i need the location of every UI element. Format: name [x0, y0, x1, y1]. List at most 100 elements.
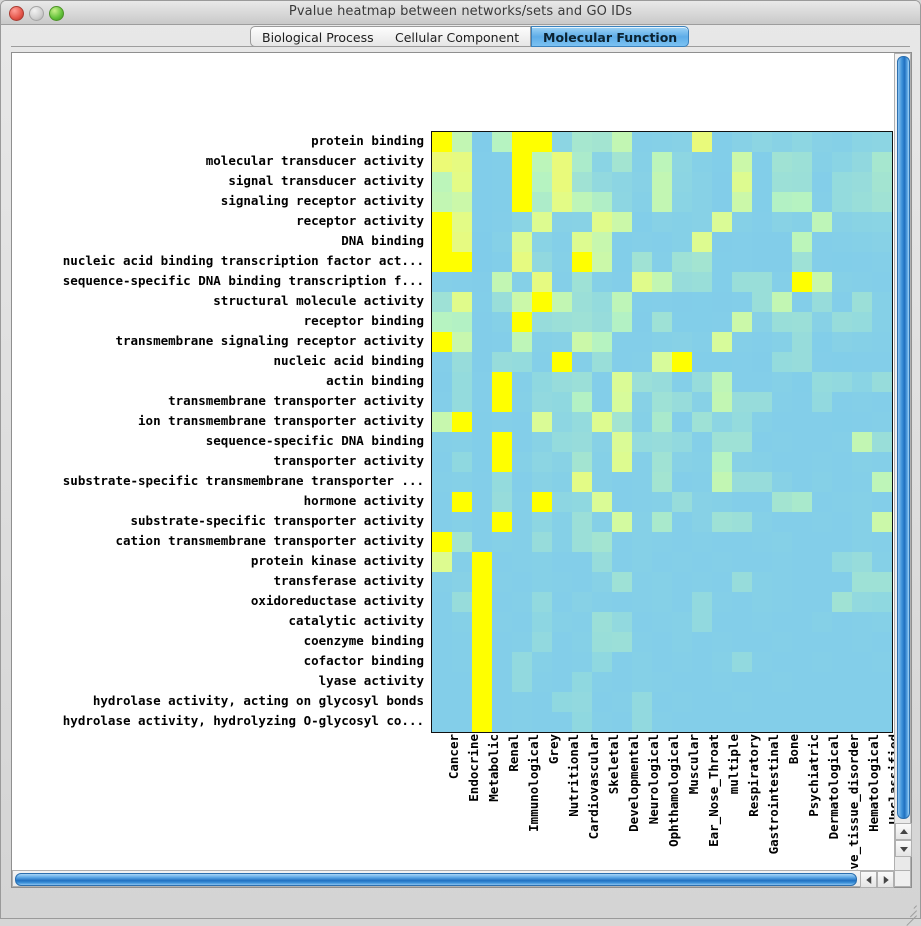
heatmap-cell[interactable]	[552, 232, 572, 252]
heatmap-cell[interactable]	[632, 312, 652, 332]
heatmap-cell[interactable]	[492, 232, 512, 252]
heatmap-cell[interactable]	[492, 192, 512, 212]
heatmap-cell[interactable]	[452, 432, 472, 452]
heatmap-cell[interactable]	[472, 172, 492, 192]
heatmap-cell[interactable]	[812, 432, 832, 452]
heatmap-cell[interactable]	[812, 292, 832, 312]
heatmap-cell[interactable]	[492, 132, 512, 152]
heatmap-cell[interactable]	[572, 712, 592, 732]
heatmap-cell[interactable]	[732, 352, 752, 372]
heatmap-cell[interactable]	[592, 532, 612, 552]
heatmap-cell[interactable]	[752, 572, 772, 592]
resize-grip-icon[interactable]	[901, 902, 917, 926]
heatmap-cell[interactable]	[732, 432, 752, 452]
heatmap-cell[interactable]	[492, 432, 512, 452]
heatmap-cell[interactable]	[572, 612, 592, 632]
heatmap-cell[interactable]	[852, 212, 872, 232]
heatmap-cell[interactable]	[452, 252, 472, 272]
heatmap-cell[interactable]	[692, 712, 712, 732]
heatmap-cell[interactable]	[512, 332, 532, 352]
heatmap-cell[interactable]	[792, 332, 812, 352]
heatmap-cell[interactable]	[472, 392, 492, 412]
heatmap-cell[interactable]	[552, 132, 572, 152]
heatmap-cell[interactable]	[492, 492, 512, 512]
heatmap-cell[interactable]	[452, 352, 472, 372]
heatmap-cell[interactable]	[692, 372, 712, 392]
heatmap-cell[interactable]	[812, 532, 832, 552]
heatmap-cell[interactable]	[772, 372, 792, 392]
heatmap-cell[interactable]	[532, 252, 552, 272]
heatmap-cell[interactable]	[652, 612, 672, 632]
heatmap-cell[interactable]	[632, 372, 652, 392]
heatmap-cell[interactable]	[452, 332, 472, 352]
heatmap-cell[interactable]	[592, 552, 612, 572]
heatmap-cell[interactable]	[452, 172, 472, 192]
heatmap-cell[interactable]	[472, 552, 492, 572]
heatmap-cell[interactable]	[592, 492, 612, 512]
heatmap-cell[interactable]	[632, 652, 652, 672]
heatmap-cell[interactable]	[752, 532, 772, 552]
heatmap-cell[interactable]	[492, 332, 512, 352]
heatmap-cell[interactable]	[592, 612, 612, 632]
heatmap-cell[interactable]	[832, 152, 852, 172]
heatmap-cell[interactable]	[772, 432, 792, 452]
heatmap-cell[interactable]	[772, 392, 792, 412]
heatmap-cell[interactable]	[612, 652, 632, 672]
heatmap-cell[interactable]	[712, 232, 732, 252]
heatmap-cell[interactable]	[552, 192, 572, 212]
heatmap-cell[interactable]	[552, 452, 572, 472]
heatmap-cell[interactable]	[572, 132, 592, 152]
heatmap-cell[interactable]	[632, 632, 652, 652]
heatmap-cell[interactable]	[772, 672, 792, 692]
heatmap-cell[interactable]	[592, 312, 612, 332]
zoom-icon[interactable]	[49, 6, 64, 21]
heatmap-cell[interactable]	[472, 212, 492, 232]
heatmap-cell[interactable]	[552, 532, 572, 552]
heatmap-cell[interactable]	[632, 472, 652, 492]
heatmap-cell[interactable]	[832, 312, 852, 332]
heatmap-cell[interactable]	[552, 432, 572, 452]
heatmap-cell[interactable]	[852, 132, 872, 152]
heatmap-cell[interactable]	[632, 272, 652, 292]
heatmap-cell[interactable]	[592, 212, 612, 232]
heatmap-cell[interactable]	[732, 452, 752, 472]
heatmap-cell[interactable]	[692, 432, 712, 452]
heatmap-cell[interactable]	[692, 632, 712, 652]
heatmap-cell[interactable]	[632, 532, 652, 552]
heatmap-cell[interactable]	[672, 532, 692, 552]
heatmap-cell[interactable]	[712, 372, 732, 392]
heatmap-cell[interactable]	[652, 312, 672, 332]
heatmap-cell[interactable]	[792, 192, 812, 212]
heatmap-cell[interactable]	[812, 572, 832, 592]
heatmap-cell[interactable]	[452, 452, 472, 472]
heatmap-cell[interactable]	[452, 492, 472, 512]
heatmap-cell[interactable]	[832, 252, 852, 272]
heatmap-cell[interactable]	[872, 232, 892, 252]
heatmap-cell[interactable]	[512, 312, 532, 332]
heatmap-cell[interactable]	[752, 252, 772, 272]
heatmap-cell[interactable]	[652, 412, 672, 432]
heatmap-cell[interactable]	[632, 432, 652, 452]
heatmap-cell[interactable]	[612, 372, 632, 392]
heatmap-cell[interactable]	[852, 312, 872, 332]
heatmap-cell[interactable]	[692, 392, 712, 412]
heatmap-cell[interactable]	[512, 672, 532, 692]
heatmap-cell[interactable]	[752, 312, 772, 332]
heatmap-cell[interactable]	[532, 332, 552, 352]
heatmap-cell[interactable]	[872, 592, 892, 612]
heatmap-cell[interactable]	[632, 452, 652, 472]
heatmap-cell[interactable]	[692, 292, 712, 312]
heatmap-cell[interactable]	[632, 392, 652, 412]
heatmap-cell[interactable]	[712, 712, 732, 732]
heatmap-cell[interactable]	[532, 292, 552, 312]
heatmap-cell[interactable]	[672, 672, 692, 692]
heatmap-cell[interactable]	[452, 532, 472, 552]
heatmap-cell[interactable]	[732, 692, 752, 712]
heatmap-cell[interactable]	[492, 512, 512, 532]
heatmap-cell[interactable]	[832, 712, 852, 732]
heatmap-cell[interactable]	[672, 592, 692, 612]
heatmap-cell[interactable]	[672, 252, 692, 272]
heatmap-cell[interactable]	[872, 512, 892, 532]
heatmap-cell[interactable]	[512, 712, 532, 732]
heatmap-cell[interactable]	[672, 292, 692, 312]
